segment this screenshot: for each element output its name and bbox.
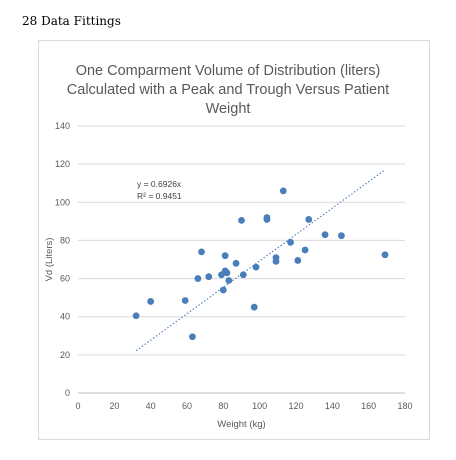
data-point-3 (181, 297, 189, 304)
x-tick-60: 60 (182, 401, 192, 411)
data-point-25 (294, 257, 302, 264)
x-tick-labels: 0 20 40 60 80 100 120 140 160 180 (75, 401, 412, 411)
data-point-10 (221, 252, 229, 260)
page-heading: 28 Data Fittings (22, 14, 121, 28)
y-tick-120: 120 (55, 159, 70, 169)
gridlines (78, 125, 405, 356)
trendline (135, 169, 386, 352)
data-point-6 (198, 248, 205, 256)
y-tick-labels: 0 20 40 60 80 100 120 140 (55, 121, 70, 398)
trendline-line (135, 169, 386, 352)
data-point-18 (252, 263, 260, 271)
data-point-16 (239, 271, 247, 279)
data-point-20 (263, 216, 271, 223)
data-point-27 (305, 216, 313, 223)
data-point-24 (287, 238, 294, 246)
y-tick-40: 40 (60, 312, 70, 322)
x-tick-80: 80 (218, 401, 228, 411)
data-point-1 (132, 312, 140, 320)
data-point-28 (321, 231, 329, 239)
chart-title-line-2: Calculated with a Peak and Trough Versus… (67, 82, 389, 98)
x-tick-100: 100 (252, 401, 267, 411)
data-point-12 (223, 269, 231, 277)
data-point-22 (272, 258, 280, 265)
data-point-30 (381, 251, 389, 259)
y-tick-100: 100 (55, 197, 70, 207)
trendline-r-squared-text: R² = 0.9451 (137, 191, 182, 201)
chart-title-line-1: One Comparment Volume of Distribution (l… (76, 63, 381, 79)
chart-title-line-3: Weight (206, 101, 251, 117)
y-tick-140: 140 (55, 121, 70, 131)
x-tick-140: 140 (325, 401, 340, 411)
data-point-13 (225, 277, 233, 284)
data-point-26 (301, 246, 309, 254)
x-axis-label: Weight (kg) (217, 419, 265, 430)
y-tick-60: 60 (60, 274, 70, 284)
data-point-5 (194, 275, 202, 282)
x-tick-0: 0 (75, 401, 80, 411)
data-point-2 (147, 298, 155, 305)
data-point-4 (189, 333, 196, 341)
x-tick-40: 40 (146, 401, 156, 411)
data-point-9 (219, 286, 227, 294)
x-tick-180: 180 (397, 401, 412, 411)
x-tick-120: 120 (288, 401, 303, 411)
x-tick-20: 20 (109, 401, 119, 411)
data-point-15 (238, 217, 245, 224)
data-point-14 (232, 259, 240, 267)
y-tick-20: 20 (60, 350, 70, 360)
trendline-equation-text: y = 0.6926x (137, 179, 182, 189)
y-tick-80: 80 (60, 235, 70, 245)
data-point-23 (279, 187, 287, 195)
chart-title: One Comparment Volume of Distribution (l… (67, 63, 389, 117)
data-point-7 (205, 273, 213, 281)
y-axis-label: Vd (Liters) (44, 238, 55, 282)
data-points (132, 187, 389, 341)
x-tick-160: 160 (361, 401, 376, 411)
trendline-equation: y = 0.6926x R² = 0.9451 (137, 179, 182, 201)
data-point-17 (250, 303, 258, 311)
data-point-29 (338, 232, 345, 240)
y-tick-0: 0 (65, 388, 70, 398)
